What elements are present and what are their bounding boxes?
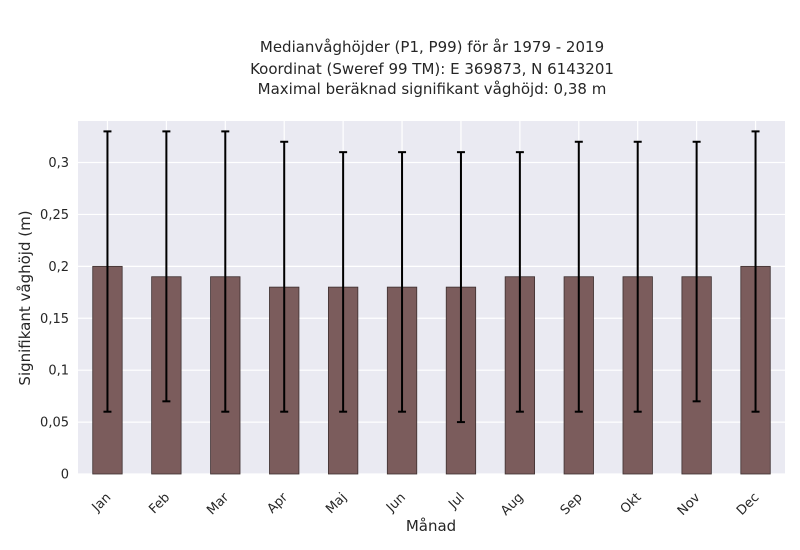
y-axis-label: Signifikant våghöjd (m) [16, 210, 34, 385]
y-tick-label: 0 [61, 468, 69, 483]
error-bar [162, 130, 171, 403]
y-tick-label: 0,2 [48, 260, 69, 275]
y-tick-label: 0,3 [48, 156, 69, 171]
error-bar [751, 130, 760, 413]
x-tick-label: Aug [498, 490, 527, 519]
chart-title-line-2: Koordinat (Sweref 99 TM): E 369873, N 61… [250, 60, 614, 78]
error-bar [280, 140, 289, 413]
x-tick-label: Okt [618, 490, 645, 517]
y-tick-label: 0,25 [40, 208, 69, 223]
x-tick-label: Jul [445, 490, 467, 512]
error-bar [221, 130, 230, 413]
x-tick-label: Nov [675, 490, 704, 519]
x-tick-label: Maj [323, 490, 350, 517]
x-tick-label: Sep [558, 490, 586, 518]
x-axis-ticks: Jan Feb Mar Apr Maj Jun Jul Aug Sep Okt Nov Dec [89, 490, 763, 519]
error-bar [574, 140, 583, 413]
x-tick-label: Apr [265, 490, 292, 517]
error-bar [515, 151, 524, 413]
y-axis-ticks: 0 0,05 0,1 0,15 0,2 0,25 0,3 [40, 156, 69, 482]
y-tick-label: 0,05 [40, 416, 69, 431]
x-tick-label: Jun [383, 490, 409, 516]
x-tick-label: Dec [734, 490, 762, 518]
y-tick-label: 0,15 [40, 312, 69, 327]
error-bar [103, 130, 112, 413]
error-bar [398, 151, 407, 413]
x-axis-label: Månad [406, 517, 456, 535]
error-bars [103, 130, 760, 424]
error-bar [633, 140, 642, 413]
x-tick-label: Feb [146, 490, 173, 517]
x-tick-label: Jan [89, 490, 114, 515]
chart-title-line-1: Medianvåghöjder (P1, P99) för år 1979 - … [260, 38, 604, 56]
y-tick-label: 0,1 [48, 364, 69, 379]
x-tick-label: Mar [204, 490, 232, 518]
error-bar [692, 140, 701, 403]
error-bar [339, 151, 348, 413]
chart-title-line-3: Maximal beräknad signifikant våghöjd: 0,… [258, 80, 607, 98]
plot-area [78, 121, 785, 474]
error-bar [456, 151, 465, 424]
